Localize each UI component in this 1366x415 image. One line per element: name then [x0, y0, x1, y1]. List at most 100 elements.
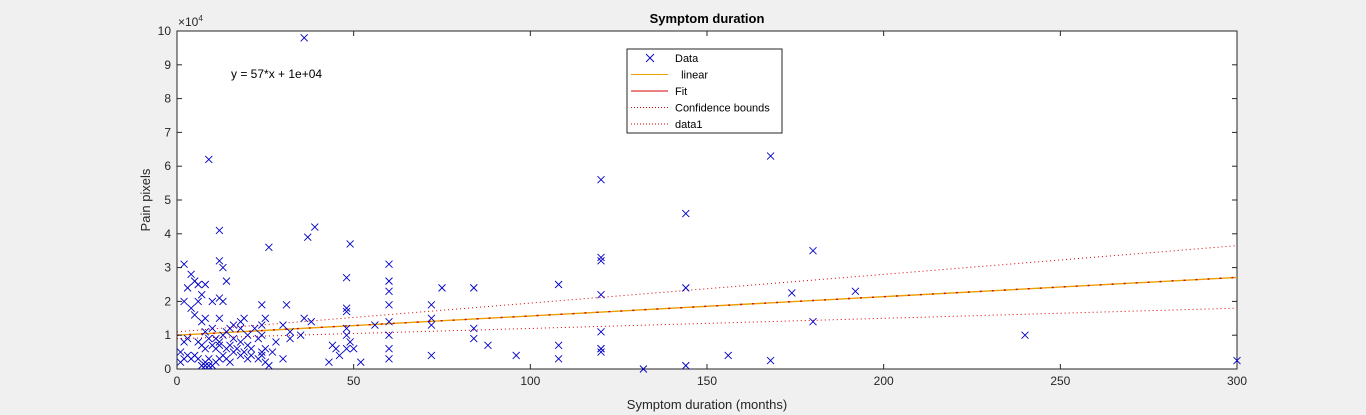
- data-point: [190, 311, 199, 319]
- data-point: [219, 297, 227, 306]
- data-point: [342, 324, 351, 333]
- data-point: [296, 331, 305, 340]
- data-point: [342, 304, 351, 312]
- data-point: [257, 321, 266, 329]
- data-point: [247, 344, 256, 353]
- y-tick-label: 6: [164, 159, 171, 173]
- data-point: [265, 361, 273, 370]
- data-point: [342, 331, 351, 340]
- data-point: [229, 334, 238, 343]
- data-point: [787, 289, 796, 297]
- data-point: [427, 300, 436, 309]
- data-point: [342, 273, 351, 282]
- data-point: [222, 277, 231, 285]
- data-point: [639, 365, 648, 373]
- data-point: [215, 257, 224, 265]
- y-tick-label: 4: [164, 227, 171, 241]
- data-point: [484, 341, 492, 350]
- data-point: [300, 33, 309, 42]
- data-point: [187, 270, 195, 279]
- data-point: [427, 314, 436, 323]
- y-tick-label: 10: [158, 24, 172, 38]
- data-point: [385, 317, 393, 326]
- data-point: [272, 338, 280, 346]
- data-point: [194, 280, 203, 289]
- data-point: [597, 175, 605, 184]
- chart-title: Symptom duration: [650, 11, 765, 26]
- data-point: [427, 351, 436, 360]
- data-point: [469, 334, 478, 343]
- data-point: [681, 284, 690, 292]
- x-tick-label: 250: [1050, 374, 1070, 388]
- data-point: [325, 358, 333, 367]
- data-point: [226, 358, 234, 367]
- data-point: [597, 328, 605, 336]
- x-tick-label: 150: [697, 374, 717, 388]
- data-point: [261, 344, 270, 353]
- data-point: [332, 344, 340, 353]
- data-point: [201, 314, 210, 323]
- legend-entry: linear: [631, 70, 708, 82]
- data-point: [385, 277, 393, 285]
- data-markers: [176, 33, 1241, 373]
- data-point: [240, 348, 248, 356]
- data-point: [222, 328, 231, 336]
- data-point: [356, 358, 365, 367]
- data-point: [187, 304, 195, 312]
- data-point: [279, 321, 287, 329]
- x-tick-label: 100: [520, 374, 540, 388]
- y-exponent-label: ×104: [178, 14, 203, 29]
- data-point: [215, 338, 224, 346]
- x-tick-label: 0: [174, 374, 181, 388]
- data-point: [233, 344, 241, 353]
- data-point: [229, 321, 238, 329]
- data-point: [236, 338, 245, 346]
- data-point: [427, 321, 436, 329]
- data-point: [597, 257, 605, 265]
- y-tick-label: 3: [164, 261, 171, 275]
- y-tick-label: 1: [164, 328, 171, 342]
- data-point: [681, 361, 690, 370]
- data-point: [201, 344, 210, 353]
- data-point: [554, 355, 563, 363]
- data-point: [385, 260, 393, 269]
- data-point: [438, 284, 446, 292]
- data-point: [261, 314, 270, 323]
- data-point: [257, 331, 266, 340]
- data-point: [554, 280, 563, 289]
- data-point: [371, 321, 379, 329]
- data-point: [243, 331, 252, 340]
- data-point: [342, 307, 351, 316]
- y-tick-label: 7: [164, 125, 171, 139]
- data-point: [342, 344, 351, 353]
- data-point: [215, 341, 224, 350]
- data-point: [257, 300, 266, 309]
- data-point: [385, 300, 393, 309]
- fit-lines: [176, 245, 1238, 340]
- legend-label: linear: [675, 70, 708, 82]
- data-point: [268, 348, 277, 356]
- legend-entry: Confidence bounds: [631, 103, 770, 115]
- data-point: [300, 314, 309, 323]
- data-point: [303, 233, 312, 241]
- data-point: [286, 328, 294, 336]
- data-point: [257, 351, 266, 360]
- data-point: [194, 355, 203, 363]
- data-point: [180, 355, 188, 363]
- legend-entry: data1: [631, 119, 703, 131]
- x-axis-label: Symptom duration (months): [627, 397, 787, 412]
- data-point: [809, 246, 817, 255]
- data-point: [208, 324, 217, 333]
- data-point: [194, 297, 203, 306]
- x-tick-label: 300: [1227, 374, 1247, 388]
- data-point: [204, 355, 213, 363]
- data-point: [219, 263, 227, 272]
- data-point: [201, 328, 210, 336]
- data-point: [469, 324, 478, 333]
- data-point: [204, 155, 213, 164]
- data-point: [247, 351, 256, 360]
- data-point: [597, 253, 605, 262]
- data-point: [201, 280, 210, 289]
- data-point: [215, 226, 224, 235]
